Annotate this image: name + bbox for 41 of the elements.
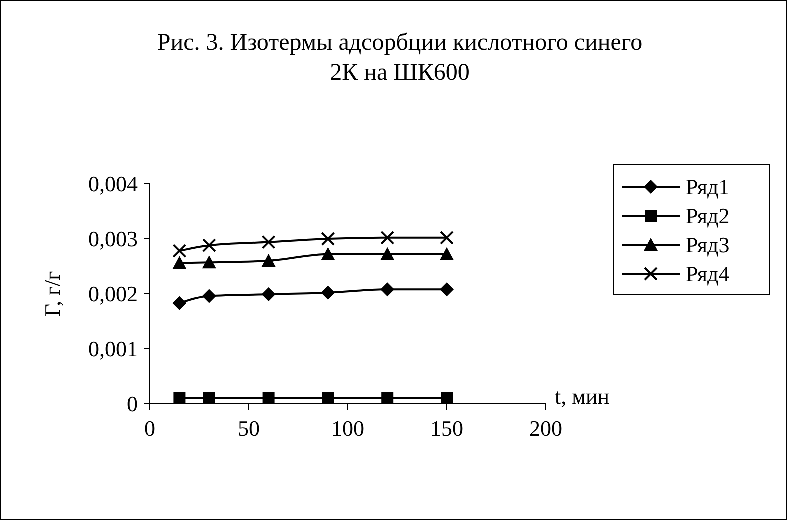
x-tick-label: 150 [430,416,464,441]
point [321,247,336,260]
point [440,247,454,260]
point [380,247,395,260]
point [203,392,216,404]
legend-label: Ряд3 [686,232,730,258]
x-tick-label: 50 [238,416,260,441]
y-tick-label: 0,003 [88,226,138,252]
x-tick-label: 100 [332,416,364,441]
legend-label: Ряд2 [686,204,730,229]
y-axis-title: Г, г/г [40,271,65,317]
point [172,256,187,270]
point [262,235,276,250]
point [262,392,275,404]
point [382,392,394,404]
legend-label: Ряд1 [686,174,730,200]
y-tick-label: 0,001 [88,336,138,362]
point [321,232,336,246]
legend-label: Ряд4 [686,262,730,287]
point [172,244,187,258]
point [321,286,336,300]
point [440,282,454,297]
point [322,392,334,404]
x-axis-title: t, мин [555,384,610,409]
y-tick-label: 0,002 [88,282,138,307]
point [262,288,276,302]
point [202,289,216,304]
point [440,230,454,245]
point [380,230,395,245]
point [174,392,186,404]
point [380,282,395,297]
point [441,392,453,404]
point [172,296,187,310]
point [262,254,276,267]
point [202,238,216,253]
point [202,256,216,269]
chart-title: Рис. 3. Изотермы адсорбции кислотного синего 2К на ШК600 [157,30,643,86]
x-tick-label: 0 [144,416,156,441]
y-tick-label: 0,004 [88,172,138,197]
y-tick-label: 0 [127,392,138,417]
x-tick-label: 200 [530,416,562,441]
